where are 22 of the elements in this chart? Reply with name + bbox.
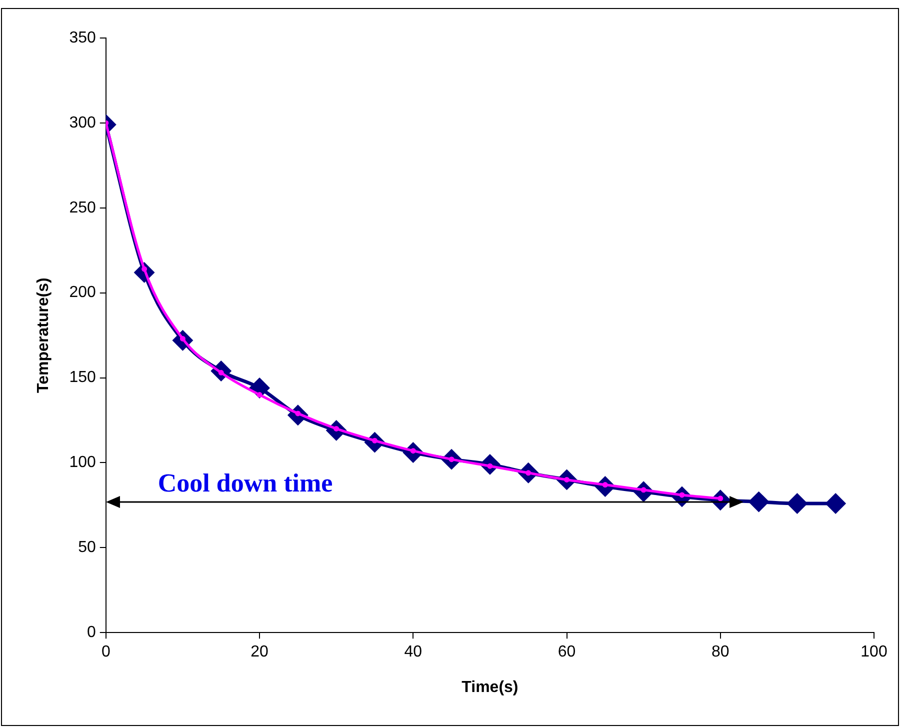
- point: [826, 494, 846, 514]
- x-tick-label: 20: [250, 644, 269, 661]
- point: [749, 492, 769, 512]
- x-tick-label: 60: [558, 644, 576, 661]
- y-tick-label: 50: [78, 539, 96, 556]
- x-tick-label: 100: [860, 644, 888, 661]
- annotation: Cool down time: [158, 468, 333, 498]
- x-tick-label: 40: [404, 644, 422, 661]
- y-tick-label: 200: [69, 284, 96, 302]
- point: [256, 392, 262, 398]
- y-tick-label: 0: [86, 624, 96, 642]
- y-tick-label: 350: [69, 29, 96, 46]
- point: [142, 266, 148, 272]
- y-tick-label: 300: [69, 114, 96, 132]
- x-tick-label: 80: [711, 644, 730, 661]
- x-tick-label: 0: [101, 644, 110, 661]
- y-axis-title: Temperature(s): [35, 278, 52, 393]
- y-tick-label: 150: [69, 369, 96, 386]
- point: [787, 494, 807, 514]
- y-tick-label: 100: [69, 454, 96, 472]
- x-axis-title: Time(s): [462, 678, 518, 696]
- y-tick-label: 250: [69, 199, 96, 216]
